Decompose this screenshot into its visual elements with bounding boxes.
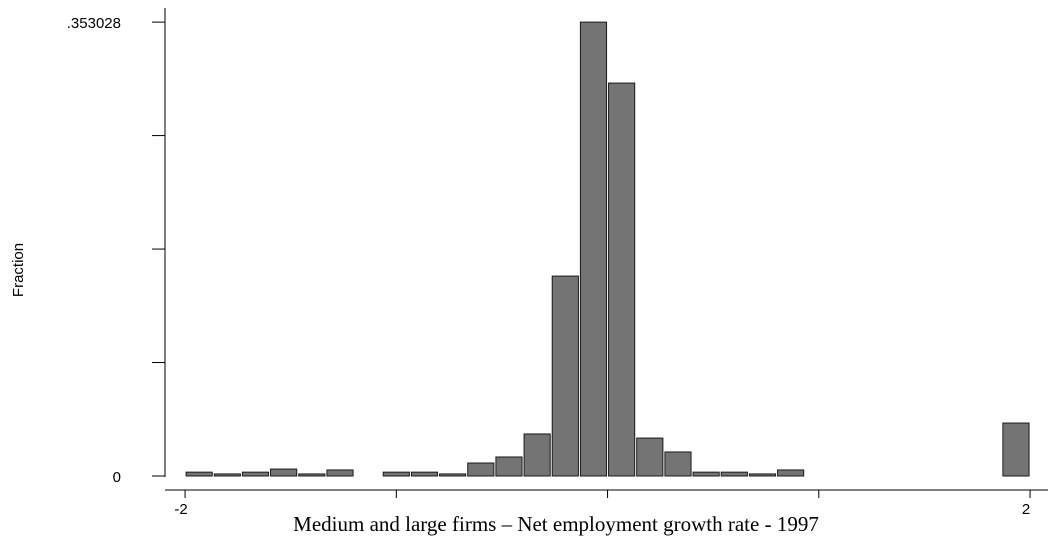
bar	[298, 473, 326, 477]
bar	[1002, 422, 1030, 477]
bar	[551, 275, 579, 477]
y-tick-label: 0	[113, 469, 121, 486]
bar	[720, 471, 748, 477]
bar	[748, 473, 777, 477]
x-tick-label: 2	[1022, 501, 1030, 518]
bar	[579, 21, 608, 477]
bar	[467, 462, 495, 477]
x-axis-title: Medium and large firms – Net employment …	[293, 512, 819, 536]
bar	[636, 437, 664, 477]
bar	[664, 451, 692, 477]
x-tick-label: -2	[174, 501, 187, 518]
bar	[270, 468, 298, 477]
bar	[523, 433, 551, 477]
bar	[495, 456, 523, 477]
bar	[608, 82, 636, 477]
bar	[241, 471, 270, 477]
y-tick-label: .353028	[67, 15, 121, 32]
bar	[439, 473, 467, 477]
bar	[213, 473, 241, 477]
bar	[326, 469, 354, 477]
bar	[410, 471, 439, 477]
bar	[777, 469, 805, 477]
bar	[185, 471, 213, 477]
y-axis-title: Fraction	[10, 243, 27, 297]
bar	[382, 471, 410, 477]
bar	[692, 471, 720, 477]
